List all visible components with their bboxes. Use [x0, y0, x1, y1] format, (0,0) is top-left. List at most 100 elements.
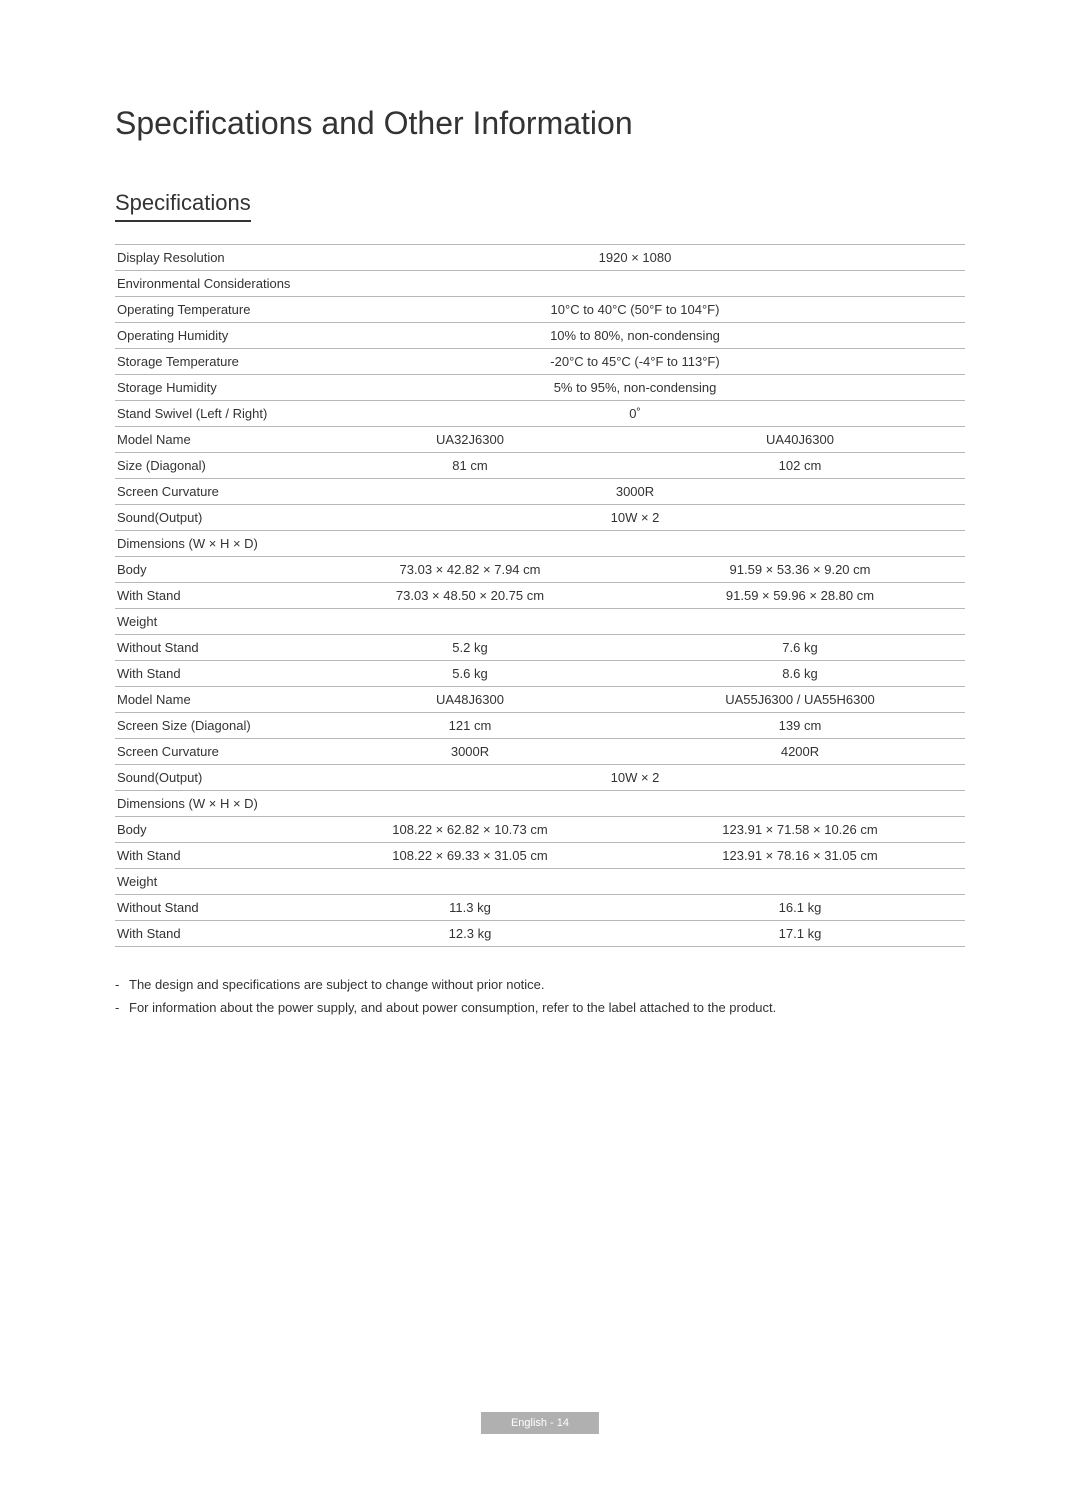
spec-label: Storage Humidity: [115, 375, 305, 401]
spec-label: With Stand: [115, 921, 305, 947]
spec-value: [305, 609, 965, 635]
table-row: With Stand73.03 × 48.50 × 20.75 cm91.59 …: [115, 583, 965, 609]
notes-section: The design and specifications are subjec…: [115, 977, 965, 1015]
table-row: Body108.22 × 62.82 × 10.73 cm123.91 × 71…: [115, 817, 965, 843]
spec-label: Size (Diagonal): [115, 453, 305, 479]
spec-value: 91.59 × 59.96 × 28.80 cm: [635, 583, 965, 609]
spec-value: UA48J6300: [305, 687, 635, 713]
table-row: Operating Temperature10°C to 40°C (50°F …: [115, 297, 965, 323]
spec-value: 121 cm: [305, 713, 635, 739]
spec-label: With Stand: [115, 843, 305, 869]
spec-value: 102 cm: [635, 453, 965, 479]
spec-label: Body: [115, 557, 305, 583]
table-row: With Stand5.6 kg8.6 kg: [115, 661, 965, 687]
spec-value: 73.03 × 42.82 × 7.94 cm: [305, 557, 635, 583]
note-item: The design and specifications are subjec…: [115, 977, 965, 992]
spec-label: Model Name: [115, 687, 305, 713]
spec-label: Body: [115, 817, 305, 843]
spec-value: 108.22 × 69.33 × 31.05 cm: [305, 843, 635, 869]
spec-value: 91.59 × 53.36 × 9.20 cm: [635, 557, 965, 583]
spec-label: Sound(Output): [115, 765, 305, 791]
spec-value: 17.1 kg: [635, 921, 965, 947]
spec-value: 12.3 kg: [305, 921, 635, 947]
spec-value: UA55J6300 / UA55H6300: [635, 687, 965, 713]
spec-value: 4200R: [635, 739, 965, 765]
spec-value: 0˚: [305, 401, 965, 427]
spec-value: [305, 869, 965, 895]
spec-value: 10% to 80%, non-condensing: [305, 323, 965, 349]
spec-label: Model Name: [115, 427, 305, 453]
spec-label: Screen Size (Diagonal): [115, 713, 305, 739]
table-row: Operating Humidity10% to 80%, non-conden…: [115, 323, 965, 349]
table-row: Environmental Considerations: [115, 271, 965, 297]
spec-label: Without Stand: [115, 895, 305, 921]
table-row: Body73.03 × 42.82 × 7.94 cm91.59 × 53.36…: [115, 557, 965, 583]
table-row: Display Resolution1920 × 1080: [115, 245, 965, 271]
spec-value: UA32J6300: [305, 427, 635, 453]
table-row: Screen Curvature3000R4200R: [115, 739, 965, 765]
spec-value: 10W × 2: [305, 765, 965, 791]
page-container: Specifications and Other Information Spe…: [0, 0, 1080, 1015]
spec-value: 73.03 × 48.50 × 20.75 cm: [305, 583, 635, 609]
spec-value: 5.2 kg: [305, 635, 635, 661]
spec-value: 1920 × 1080: [305, 245, 965, 271]
spec-label: Screen Curvature: [115, 739, 305, 765]
spec-label: Dimensions (W × H × D): [115, 791, 305, 817]
table-row: Without Stand5.2 kg7.6 kg: [115, 635, 965, 661]
spec-value: 10°C to 40°C (50°F to 104°F): [305, 297, 965, 323]
spec-label: Stand Swivel (Left / Right): [115, 401, 305, 427]
main-title: Specifications and Other Information: [115, 105, 965, 142]
spec-value: [305, 791, 965, 817]
spec-value: [305, 531, 965, 557]
spec-value: 123.91 × 71.58 × 10.26 cm: [635, 817, 965, 843]
note-item: For information about the power supply, …: [115, 1000, 965, 1015]
table-row: With Stand108.22 × 69.33 × 31.05 cm123.9…: [115, 843, 965, 869]
spec-label: Storage Temperature: [115, 349, 305, 375]
table-row: Model NameUA32J6300UA40J6300: [115, 427, 965, 453]
spec-value: 5.6 kg: [305, 661, 635, 687]
spec-label: With Stand: [115, 583, 305, 609]
spec-value: 10W × 2: [305, 505, 965, 531]
spec-label: Operating Temperature: [115, 297, 305, 323]
table-row: Size (Diagonal)81 cm102 cm: [115, 453, 965, 479]
spec-label: Dimensions (W × H × D): [115, 531, 305, 557]
spec-label: Display Resolution: [115, 245, 305, 271]
spec-label: Weight: [115, 609, 305, 635]
table-row: Storage Humidity5% to 95%, non-condensin…: [115, 375, 965, 401]
spec-value: [305, 271, 965, 297]
spec-value: 11.3 kg: [305, 895, 635, 921]
spec-value: 3000R: [305, 479, 965, 505]
spec-value: 139 cm: [635, 713, 965, 739]
table-row: Storage Temperature-20°C to 45°C (-4°F t…: [115, 349, 965, 375]
spec-value: 7.6 kg: [635, 635, 965, 661]
spec-value: 81 cm: [305, 453, 635, 479]
page-footer: English - 14: [481, 1412, 599, 1434]
spec-label: Screen Curvature: [115, 479, 305, 505]
spec-value: 123.91 × 78.16 × 31.05 cm: [635, 843, 965, 869]
spec-label: Sound(Output): [115, 505, 305, 531]
table-row: Sound(Output)10W × 2: [115, 505, 965, 531]
spec-value: UA40J6300: [635, 427, 965, 453]
spec-value: -20°C to 45°C (-4°F to 113°F): [305, 349, 965, 375]
spec-label: Environmental Considerations: [115, 271, 305, 297]
spec-table: Display Resolution1920 × 1080Environment…: [115, 244, 965, 947]
spec-value: 108.22 × 62.82 × 10.73 cm: [305, 817, 635, 843]
table-row: Screen Curvature3000R: [115, 479, 965, 505]
table-row: Without Stand11.3 kg16.1 kg: [115, 895, 965, 921]
table-row: With Stand12.3 kg17.1 kg: [115, 921, 965, 947]
spec-value: 8.6 kg: [635, 661, 965, 687]
table-row: Sound(Output)10W × 2: [115, 765, 965, 791]
table-row: Model NameUA48J6300UA55J6300 / UA55H6300: [115, 687, 965, 713]
table-row: Weight: [115, 869, 965, 895]
table-row: Screen Size (Diagonal)121 cm139 cm: [115, 713, 965, 739]
section-title: Specifications: [115, 190, 251, 222]
spec-label: Weight: [115, 869, 305, 895]
spec-table-body: Display Resolution1920 × 1080Environment…: [115, 245, 965, 947]
table-row: Dimensions (W × H × D): [115, 791, 965, 817]
spec-value: 3000R: [305, 739, 635, 765]
spec-value: 16.1 kg: [635, 895, 965, 921]
spec-value: 5% to 95%, non-condensing: [305, 375, 965, 401]
spec-label: Operating Humidity: [115, 323, 305, 349]
table-row: Stand Swivel (Left / Right)0˚: [115, 401, 965, 427]
spec-label: Without Stand: [115, 635, 305, 661]
